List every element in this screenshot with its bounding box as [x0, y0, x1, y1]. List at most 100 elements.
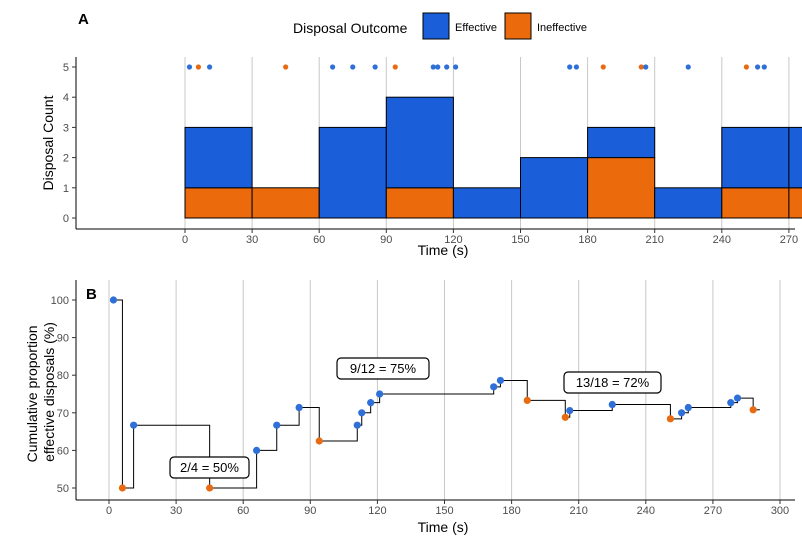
panel-a-event-dots: [186, 64, 767, 70]
point-ineffective-14: [523, 396, 531, 404]
bar-effective-0: [184, 126, 253, 189]
bar-ineffective-1: [251, 187, 320, 219]
panel-b-y-tick-label-60: 60: [57, 445, 69, 457]
panel-a-y-tick-label-2: 2: [63, 153, 69, 165]
event-dot-effective-5: [350, 64, 356, 70]
bar-effective-6: [587, 126, 656, 159]
event-dot-effective-0: [186, 64, 193, 70]
panel-b-x-tick-label-300: 300: [771, 505, 789, 517]
point-effective-2: [130, 421, 138, 429]
point-effective-22: [733, 394, 742, 402]
point-effective-17: [608, 400, 616, 409]
legend-label-ineffective: Ineffective: [537, 22, 587, 34]
point-effective-10: [367, 399, 375, 407]
panel-a-x-tick-label-270: 270: [780, 234, 798, 246]
event-dot-effective-16: [643, 64, 649, 70]
point-ineffective-23: [749, 406, 757, 414]
panel-a-label: A: [78, 11, 89, 28]
legend-swatch-effective: [422, 12, 450, 40]
legend-label-effective: Effective: [455, 22, 497, 34]
annotation-box-1: [336, 357, 430, 380]
panel-b-y-axis-title-line2: effective disposals (%): [41, 322, 57, 462]
point-effective-20: [684, 403, 692, 412]
panel-a: A Disposal Outcome Effective Ineffective…: [40, 11, 802, 258]
point-effective-5: [273, 421, 281, 429]
panel-a-x-tick-label-60: 60: [313, 234, 325, 246]
point-effective-9: [358, 409, 366, 417]
point-ineffective-15: [561, 413, 569, 421]
point-effective-4: [253, 446, 261, 454]
legend-title: Disposal Outcome: [293, 20, 408, 36]
point-effective-12: [490, 383, 498, 391]
annotation-box-0: [169, 456, 250, 479]
panel-b-y-tick-label-90: 90: [57, 333, 69, 345]
panel-a-tick-labels: 0306090120150180210240270300012345: [63, 62, 798, 246]
panel-b-axes: [72, 280, 795, 504]
event-dot-ineffective-7: [392, 64, 398, 70]
panel-b-y-tick-label-70: 70: [57, 408, 69, 420]
panel-b-x-tick-label-240: 240: [637, 505, 655, 517]
panel-b-x-tick-label-210: 210: [570, 505, 588, 517]
panel-a-bars: [184, 96, 802, 219]
point-ineffective-7: [315, 437, 323, 445]
panel-b-x-tick-label-150: 150: [435, 505, 453, 517]
legend-swatch-ineffective: [504, 12, 532, 40]
bar-effective-2: [318, 126, 387, 219]
point-effective-19: [677, 409, 686, 417]
event-dot-effective-12: [567, 64, 573, 70]
bar-effective-3: [385, 96, 454, 189]
panel-a-y-axis-title: Disposal Count: [40, 95, 56, 190]
event-dot-effective-13: [573, 64, 580, 70]
bar-effective-7: [654, 187, 723, 219]
panel-b-x-tick-label-180: 180: [502, 505, 520, 517]
event-dot-effective-17: [685, 64, 691, 70]
bar-effective-9: [788, 126, 802, 189]
event-dot-effective-8: [430, 64, 436, 70]
panel-a-x-tick-label-150: 150: [511, 234, 529, 246]
panel-a-x-tick-label-240: 240: [713, 234, 731, 246]
panel-b-y-tick-label-80: 80: [57, 370, 69, 382]
event-dot-effective-11: [453, 64, 459, 70]
panel-a-x-axis-title: Time (s): [418, 242, 469, 258]
panel-a-x-tick-label-180: 180: [578, 234, 596, 246]
point-effective-8: [353, 421, 361, 429]
event-dot-ineffective-1: [195, 64, 202, 70]
panel-b-x-tick-label-30: 30: [170, 505, 182, 517]
panel-a-x-tick-label-30: 30: [246, 234, 258, 246]
panel-b-label: B: [86, 286, 97, 303]
panel-b-x-tick-label-120: 120: [368, 505, 386, 517]
panel-a-x-tick-label-90: 90: [380, 234, 392, 246]
point-effective-6: [295, 403, 303, 412]
point-ineffective-18: [666, 415, 675, 423]
panel-b-y-axis-title: Cumulative proportion effective disposal…: [24, 322, 57, 463]
panel-a-x-tick-label-0: 0: [182, 234, 188, 246]
event-dot-ineffective-14: [600, 64, 606, 70]
panel-a-y-tick-label-3: 3: [63, 122, 69, 134]
bar-ineffective-3: [385, 187, 454, 219]
bar-ineffective-0: [184, 187, 253, 219]
panel-b-gridlines: [108, 280, 781, 500]
event-dot-effective-2: [207, 64, 213, 70]
point-effective-13: [496, 376, 505, 385]
bar-ineffective-9: [788, 187, 802, 219]
panel-b-tick-labels: 0 30 60 90 120 150 180 210 240 270 300 50 60 70 80 90 10…: [51, 295, 790, 517]
panel-b-x-tick-label-270: 270: [704, 505, 722, 517]
point-ineffective-3: [206, 484, 214, 492]
panel-a-x-tick-label-210: 210: [646, 234, 664, 246]
panel-b-annotations: 2/4 = 50% 9/12 = 75% 13/18 = 72%: [169, 357, 662, 479]
panel-b-points: [109, 296, 757, 492]
panel-b: B 2/4 = 50% 9/12 = 75% 13/18 = 72% 0 30 60 90…: [24, 280, 795, 535]
panel-b-y-axis-title-line1: Cumulative proportion: [24, 325, 40, 462]
annotation-text-0: 2/4 = 50%: [180, 460, 239, 475]
point-effective-0: [109, 296, 118, 304]
annotation-box-2: [563, 371, 662, 394]
bar-effective-5: [520, 157, 589, 219]
panel-b-x-tick-label-0: 0: [106, 505, 112, 517]
event-dot-effective-9: [435, 64, 441, 70]
event-dot-ineffective-15: [638, 64, 644, 70]
bar-effective-4: [452, 187, 521, 219]
annotation-text-1: 9/12 = 75%: [350, 361, 417, 376]
panel-a-y-tick-label-1: 1: [63, 183, 69, 195]
panel-a-y-tick-label-0: 0: [63, 213, 69, 225]
